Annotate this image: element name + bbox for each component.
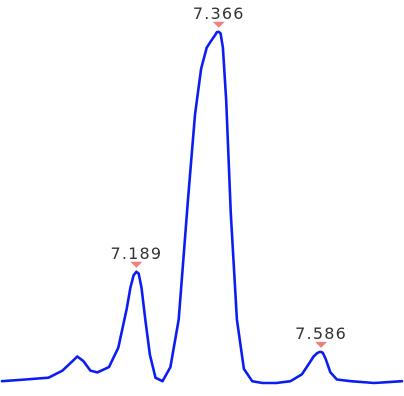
peak-annotations: 7.189 7.366 7.586 xyxy=(111,4,347,348)
peak-marker-0 xyxy=(130,261,143,268)
series-layer xyxy=(0,30,404,385)
peak-marker-1 xyxy=(212,21,225,28)
peak-label-1: 7.366 xyxy=(193,4,245,23)
spectrum-line-0 xyxy=(0,30,404,385)
peak-marker-2 xyxy=(315,341,328,348)
peak-label-0: 7.189 xyxy=(111,244,163,263)
peak-label-2: 7.586 xyxy=(295,324,347,343)
